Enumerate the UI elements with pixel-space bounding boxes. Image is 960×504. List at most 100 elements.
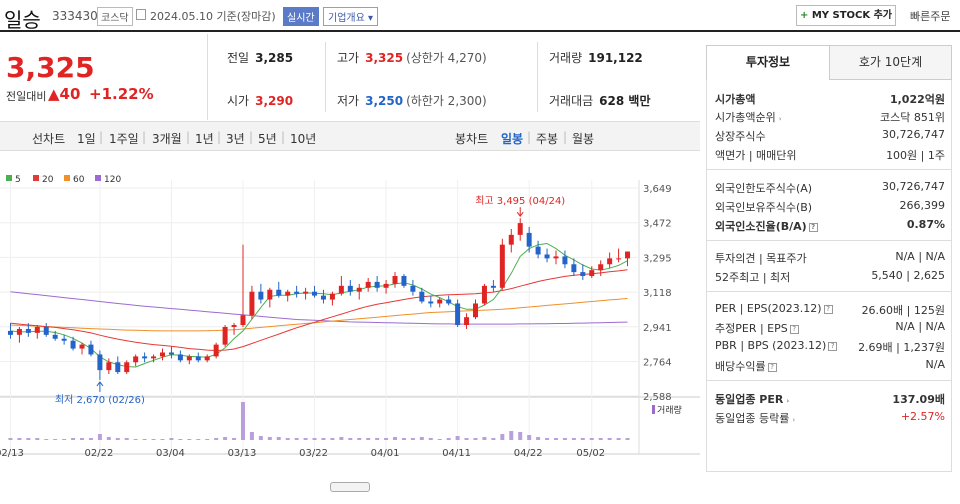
stat-sub: (하한가 2,300) — [406, 94, 487, 108]
row-label: 투자의견 | 목표주가 — [715, 252, 807, 265]
row-value: 2.69배 | 1,237원 — [858, 341, 945, 354]
legend-label: 60 — [73, 175, 85, 185]
stat-low: 저가 3,250 (하한가 2,300) — [337, 92, 487, 109]
volume-bar — [607, 438, 612, 440]
candle-body — [312, 291, 318, 296]
candle-daily[interactable]: 일봉 — [501, 132, 524, 146]
period-1w[interactable]: 1주일 — [109, 132, 139, 146]
stat-label: 시가 — [227, 94, 250, 108]
high-arrow-head — [516, 211, 524, 218]
stat-amount: 거래대금 628 백만 — [549, 92, 650, 109]
stat-prev-close: 전일 3,285 — [227, 49, 293, 66]
candle-body — [276, 289, 282, 296]
y-tick-label: 3,649 — [643, 184, 672, 195]
volume-bar — [232, 438, 237, 440]
row-face: 액면가 | 매매단위 100원 | 1주 — [715, 147, 945, 163]
realtime-button[interactable]: 실시간 — [283, 7, 319, 26]
change-rate: +1.22% — [89, 85, 154, 103]
help-icon[interactable]: ? — [767, 362, 777, 372]
row-value: 코스닥 851위 — [880, 111, 945, 124]
period-5y[interactable]: 5년 — [258, 132, 277, 146]
volume-bar — [303, 438, 308, 440]
volume-bar — [62, 439, 67, 440]
add-mystock-button[interactable]: + MY STOCK 추가 — [796, 5, 896, 26]
help-icon[interactable]: ? — [808, 222, 818, 232]
row-value: 0.87% — [906, 218, 945, 231]
volume-bar — [339, 437, 344, 440]
tab-orderbook[interactable]: 호가 10단계 — [829, 45, 952, 80]
row-label: 시가총액순위 — [715, 111, 776, 124]
period-1d[interactable]: 1일 — [77, 132, 96, 146]
separator: | — [142, 130, 147, 144]
series-line-ma120 — [10, 291, 628, 325]
candle-body — [437, 299, 443, 304]
volume-bar — [366, 438, 371, 440]
candle-weekly[interactable]: 주봉 — [536, 132, 559, 146]
candle-body — [473, 303, 478, 318]
candle-body — [231, 325, 237, 327]
separator: | — [249, 130, 254, 144]
stat-value: 3,285 — [255, 51, 294, 65]
x-tick-label: 03/04 — [156, 448, 185, 459]
period-3y[interactable]: 3년 — [226, 132, 245, 146]
row-market-cap: 시가총액 1,022억원 — [715, 91, 945, 107]
separator: | — [281, 130, 286, 144]
candle-body — [97, 354, 103, 371]
row-value: 1,022억원 — [889, 93, 945, 106]
volume-bar — [8, 438, 13, 440]
candle-body — [419, 291, 425, 302]
stat-label: 전일 — [227, 51, 250, 65]
volume-bar — [285, 438, 290, 440]
volume-bar — [312, 438, 317, 440]
row-value: +2.57% — [900, 410, 945, 423]
x-tick-label: 03/13 — [228, 448, 257, 459]
x-tick-label: 03/22 — [299, 448, 328, 459]
stock-chart[interactable]: 3,649 3,472 3,295 3,118 2,941 2,764 2,588 02/13… — [0, 152, 700, 500]
volume-bar — [455, 436, 460, 440]
volume-bar — [545, 438, 550, 440]
volume-bar — [410, 438, 415, 440]
volume-bar — [187, 439, 192, 440]
series-line-ma60 — [10, 297, 628, 332]
row-value: 26.60배 | 125원 — [861, 304, 945, 317]
period-1y[interactable]: 1년 — [195, 132, 214, 146]
period-10y[interactable]: 10년 — [290, 132, 317, 146]
candle-body — [222, 326, 228, 345]
candle-body — [580, 272, 586, 277]
row-label: 동일업종 등락률 — [715, 412, 790, 425]
row-value: N/A — [925, 358, 945, 371]
divider — [707, 380, 951, 381]
candle-body — [79, 344, 85, 349]
period-3m[interactable]: 3개월 — [152, 132, 182, 146]
chart-scroll-handle[interactable] — [330, 482, 370, 492]
candle-body — [455, 303, 461, 326]
candle-monthly[interactable]: 월봉 — [572, 132, 595, 146]
tab-invest-info[interactable]: 투자정보 — [706, 45, 830, 80]
stat-value: 3,250 — [365, 94, 404, 108]
candle-body — [616, 258, 622, 260]
help-icon[interactable]: ? — [828, 341, 838, 351]
volume-bar — [17, 438, 22, 440]
stock-code: 333430 — [52, 9, 98, 23]
quick-order-link[interactable]: 빠른주문 — [910, 10, 951, 23]
candle-body — [133, 356, 139, 363]
help-icon[interactable]: ? — [789, 324, 799, 334]
volume-bar — [142, 439, 147, 440]
arrow-icon: › — [778, 115, 782, 123]
arrow-icon: › — [786, 397, 790, 405]
candle-body — [517, 223, 523, 235]
divider — [537, 42, 538, 112]
volume-bar — [169, 438, 174, 440]
candle-body — [508, 234, 514, 245]
help-icon[interactable]: ? — [823, 304, 833, 314]
chart-svg[interactable]: 3,649 3,472 3,295 3,118 2,941 2,764 2,588 02/13… — [0, 152, 700, 500]
candle-body — [285, 291, 291, 296]
y-tick-label: 2,588 — [643, 392, 672, 403]
candle-body — [446, 299, 452, 304]
row-label: 시가총액 — [715, 93, 756, 106]
volume-bar — [249, 432, 254, 440]
add-mystock-label: MY STOCK 추가 — [811, 10, 893, 21]
row-est-per: 추정PER | EPS? N/A | N/A — [715, 320, 945, 336]
row-label: 배당수익률 — [715, 360, 766, 373]
corp-info-dropdown[interactable]: 기업개요 ▾ — [323, 7, 378, 26]
